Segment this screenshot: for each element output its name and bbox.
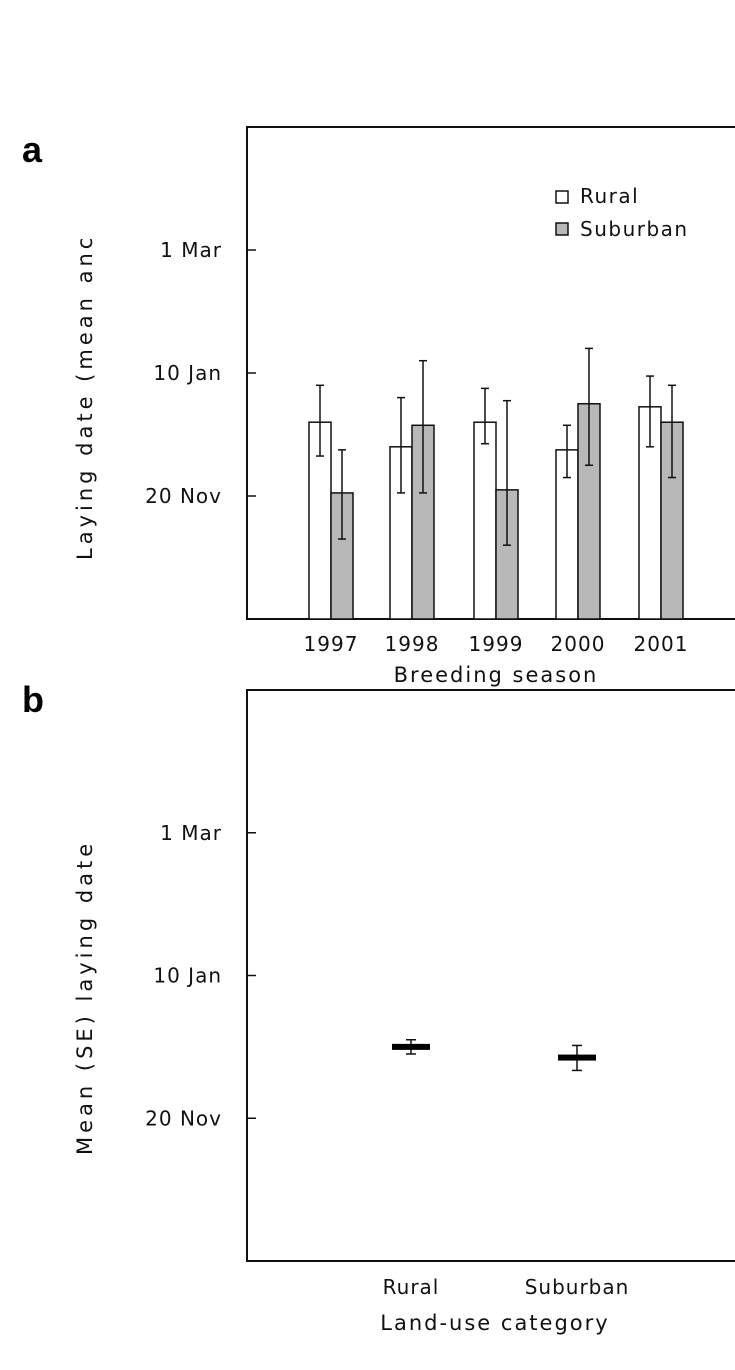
panel-b-y-ticks: 20 Nov 10 Jan 1 Mar xyxy=(145,821,256,1130)
panel-a-label: a xyxy=(22,129,43,170)
panel-b-x-axis-title: Land-use category xyxy=(380,1311,609,1335)
panel-a-xtick-label-1998: 1998 xyxy=(385,632,440,656)
panel-a-xtick-label-2000: 2000 xyxy=(551,632,606,656)
panel-b-ytick-label-1: 10 Jan xyxy=(153,964,222,988)
panel-b-ytick-label-0: 20 Nov xyxy=(145,1106,222,1130)
panel-b-ytick-label-2: 1 Mar xyxy=(160,821,222,845)
legend-swatch-rural xyxy=(555,190,569,204)
panel-b-xtick-label-suburban: Suburban xyxy=(525,1275,630,1299)
legend-label-rural: Rural xyxy=(580,184,639,208)
legend: Rural Suburban xyxy=(555,184,689,241)
panel-a-x-axis-title: Breeding season xyxy=(394,663,599,687)
bar-rural-1999 xyxy=(473,421,497,620)
panel-b-label: b xyxy=(22,679,44,720)
panel-a-y-ticks: 20 Nov 10 Jan 1 Mar xyxy=(145,238,256,508)
panel-b-frame xyxy=(246,689,735,1262)
panel-a-ytick-label-2: 1 Mar xyxy=(160,238,222,262)
panel-a-ytick-label-1: 10 Jan xyxy=(153,361,222,385)
panel-a-ytick-label-0: 20 Nov xyxy=(145,484,222,508)
panel-a: a 20 Nov 10 Jan 1 Mar 1997 1998 1999 2000 2001… xyxy=(22,126,735,687)
panel-a-xtick-label-1999: 1999 xyxy=(469,632,524,656)
panel-a-bars xyxy=(308,347,684,620)
panel-b-points xyxy=(392,1038,596,1072)
panel-b: b 20 Nov 10 Jan 1 Mar Rural Suburban Land-u… xyxy=(22,679,735,1335)
y-axis-title-lower: Mean (SE) laying date xyxy=(73,840,97,1155)
panel-a-xtick-label-1997: 1997 xyxy=(304,632,359,656)
panel-a-xtick-label-2001: 2001 xyxy=(634,632,689,656)
y-axis-title-upper: Laying date (mean anc xyxy=(73,234,97,560)
legend-label-suburban: Suburban xyxy=(580,217,689,241)
panel-b-xtick-label-rural: Rural xyxy=(383,1275,440,1299)
panel-a-x-tick-labels: 1997 1998 1999 2000 2001 xyxy=(304,632,689,656)
legend-swatch-suburban xyxy=(555,222,569,236)
mean-marker-suburban xyxy=(558,1054,596,1061)
panel-b-x-tick-labels: Rural Suburban xyxy=(383,1275,630,1299)
mean-marker-rural xyxy=(392,1043,430,1050)
